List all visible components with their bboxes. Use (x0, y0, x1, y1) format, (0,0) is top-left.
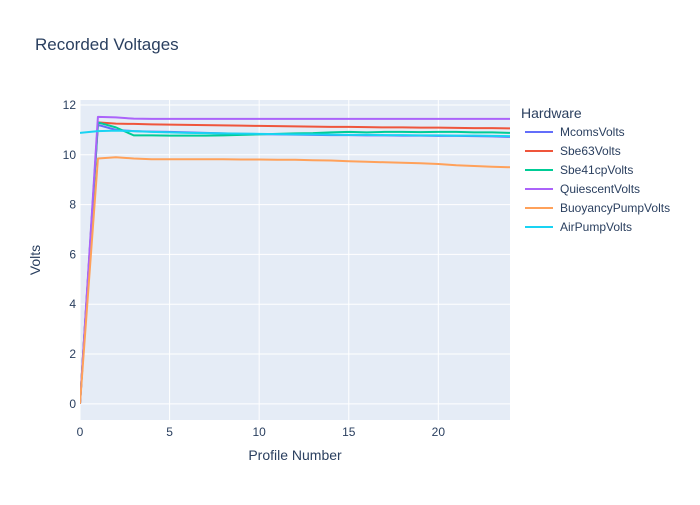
legend-label-quiescentvolts[interactable]: QuiescentVolts (560, 182, 640, 196)
series-layer (80, 115, 510, 404)
y-tick-label: 10 (63, 148, 77, 162)
series-line-quiescentvolts[interactable] (80, 115, 510, 404)
legend-label-buoyancypumpvolts[interactable]: BuoyancyPumpVolts (560, 201, 670, 215)
y-tick-label: 0 (69, 397, 76, 411)
y-tick-layer: 0 2 4 6 8 10 12 (63, 98, 77, 411)
series-line-sbe63volts[interactable] (80, 121, 510, 404)
x-tick-label: 20 (432, 425, 446, 439)
plot-area-background (80, 100, 510, 420)
x-tick-layer: 0 5 10 15 20 (77, 425, 446, 439)
series-line-buoyancypumpvolts[interactable] (80, 156, 510, 404)
x-tick-label: 0 (77, 425, 84, 439)
x-tick-label: 10 (252, 425, 266, 439)
x-tick-label: 5 (166, 425, 173, 439)
y-tick-label: 8 (69, 198, 76, 212)
x-tick-label: 15 (342, 425, 356, 439)
series-line-airpumpvolts[interactable] (80, 129, 510, 138)
chart-title: Recorded Voltages (35, 35, 179, 54)
legend-label-airpumpvolts[interactable]: AirPumpVolts (560, 220, 632, 234)
x-axis-title: Profile Number (248, 447, 342, 463)
y-axis-title: Volts (27, 245, 43, 275)
grid-layer (79, 100, 510, 420)
legend-label-sbe63volts[interactable]: Sbe63Volts (560, 144, 621, 158)
y-tick-label: 6 (69, 247, 76, 261)
legend-label-sbe41cpvolts[interactable]: Sbe41cpVolts (560, 163, 633, 177)
y-tick-label: 2 (69, 347, 76, 361)
legend-label-mcomsvolts[interactable]: McomsVolts (560, 125, 625, 139)
legend-items: McomsVolts Sbe63Volts Sbe41cpVolts Quiescen… (525, 125, 670, 234)
legend: Hardware McomsVolts Sbe63Volts Sbe41cpVolt… (521, 105, 670, 234)
legend-title: Hardware (521, 105, 582, 121)
y-tick-label: 4 (69, 297, 76, 311)
y-tick-label: 12 (63, 98, 77, 112)
